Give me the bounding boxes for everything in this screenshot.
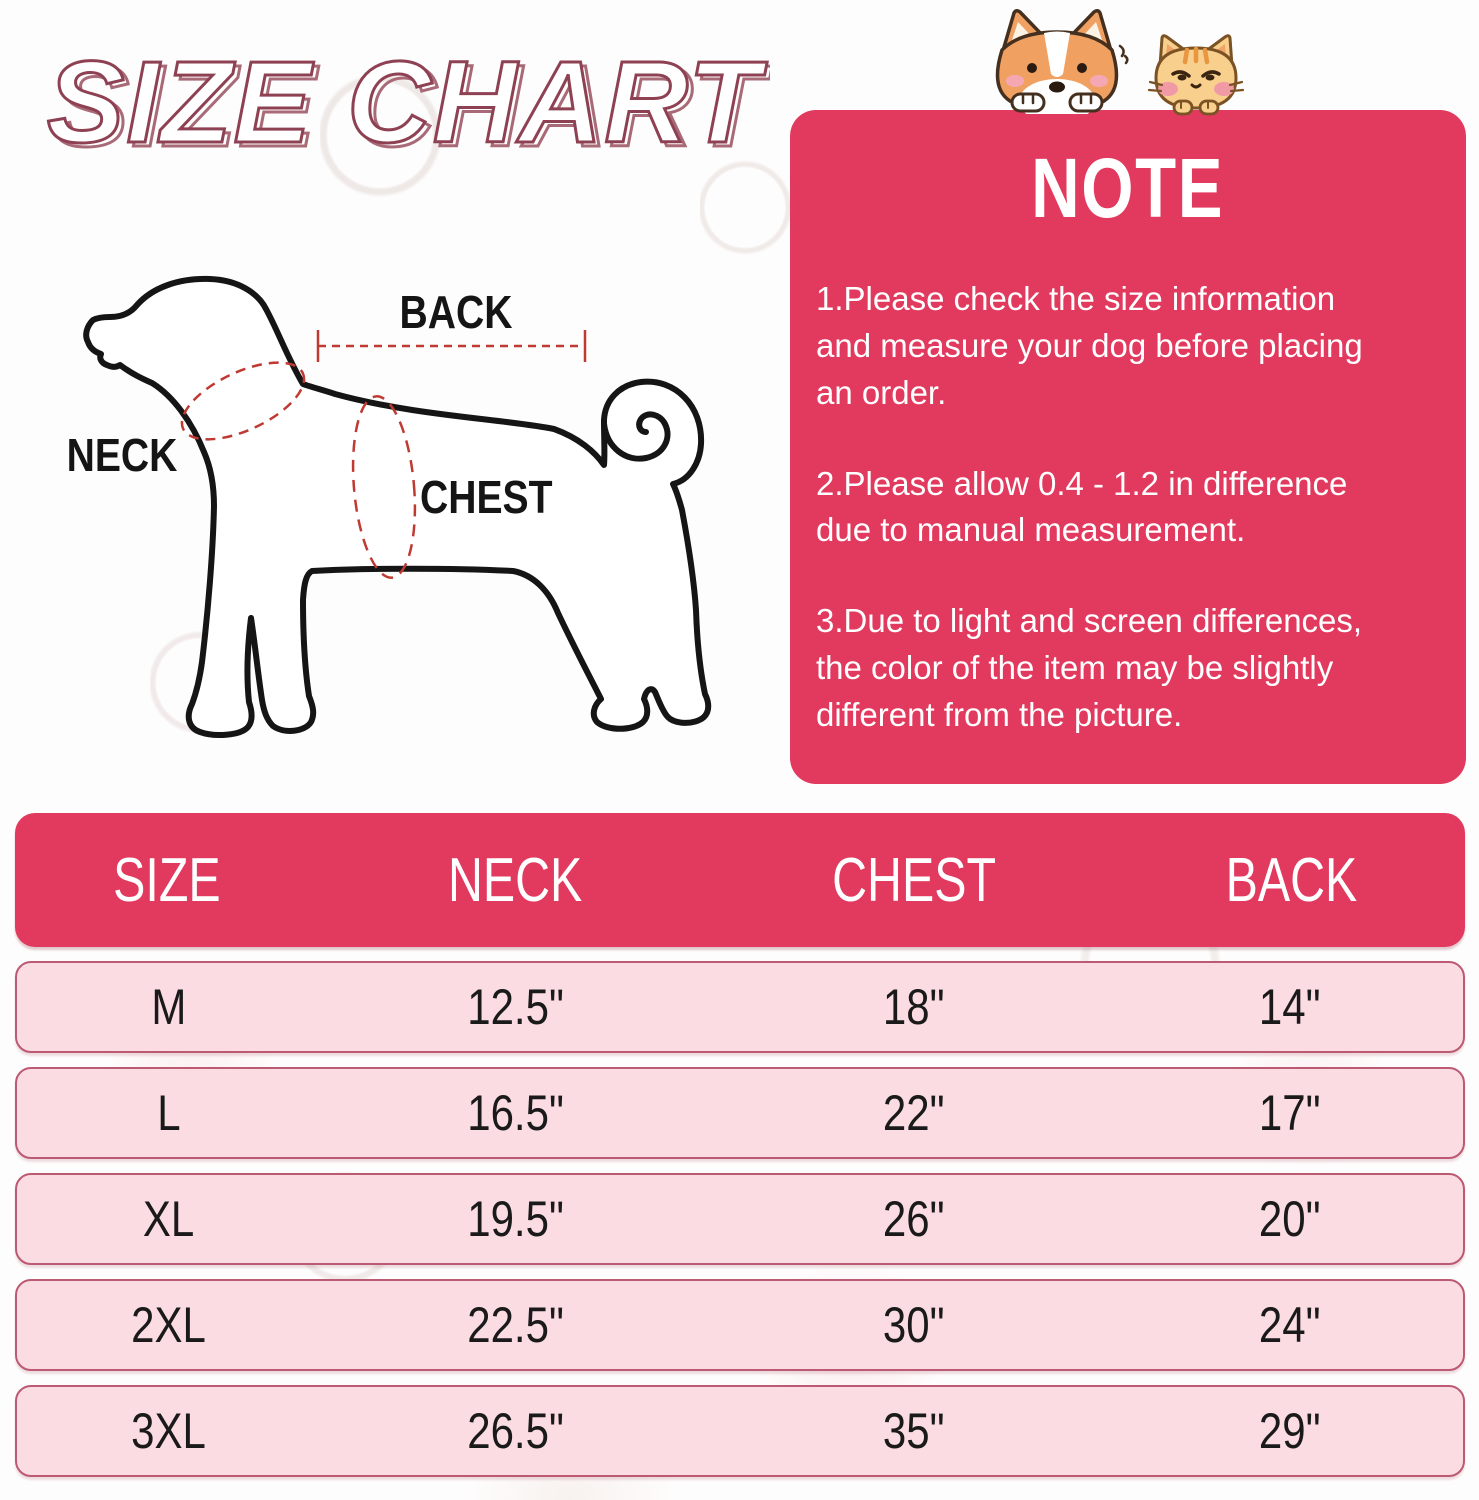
page-title-shadow: SIZE CHART [52, 41, 770, 170]
note-item-1: 1.Please check the size information and … [816, 280, 1363, 411]
cell-neck: 12.5" [467, 979, 565, 1035]
note-item-2: 2.Please allow 0.4 - 1.2 in difference d… [816, 464, 1348, 549]
note-card: NOTE 1.Please check the size information… [790, 110, 1466, 784]
cell-chest: 35" [882, 1403, 945, 1459]
dog-measurement-diagram: BACK NECK CHEST [67, 275, 712, 738]
cell-back: 24" [1258, 1297, 1321, 1353]
cell-chest: 30" [882, 1297, 945, 1353]
cell-neck: 22.5" [467, 1297, 565, 1353]
dog-tail-curl [601, 411, 671, 462]
cell-size: XL [143, 1191, 195, 1247]
table-header-row: SIZE NECK CHEST BACK [15, 813, 1465, 947]
neck-label: NECK [67, 430, 178, 482]
table-row-2xl: 2XL 22.5" 30" 24" [15, 1279, 1465, 1371]
column-header-size: SIZE [113, 845, 221, 915]
cell-size: 2XL [131, 1297, 207, 1353]
cell-neck: 26.5" [467, 1403, 565, 1459]
cell-neck: 19.5" [467, 1191, 565, 1247]
size-table: SIZE NECK CHEST BACK M 12.5" 18" 14" L 1… [15, 813, 1465, 1477]
corgi-icon [995, 8, 1129, 114]
note-item-3: 3.Due to light and screen differences, t… [816, 602, 1363, 734]
cat-icon [1147, 34, 1245, 116]
cell-size: L [157, 1085, 181, 1141]
cell-back: 17" [1258, 1085, 1321, 1141]
page-title: SIZE CHART SIZE CHART [46, 36, 770, 170]
table-row-3xl: 3XL 26.5" 35" 29" [15, 1385, 1465, 1477]
cell-chest: 26" [882, 1191, 945, 1247]
chest-measure-ellipse [351, 395, 417, 579]
cell-neck: 16.5" [467, 1085, 565, 1141]
table-row-m: M 12.5" 18" 14" [15, 961, 1465, 1053]
column-header-back: BACK [1225, 845, 1357, 915]
cell-back: 20" [1258, 1191, 1321, 1247]
cell-chest: 22" [882, 1085, 945, 1141]
column-header-chest: CHEST [832, 845, 996, 915]
cell-chest: 18" [882, 979, 945, 1035]
back-label: BACK [400, 287, 513, 339]
page-title-text: SIZE CHART [47, 37, 768, 167]
dog-outline [83, 275, 712, 738]
cell-size: 3XL [131, 1403, 207, 1459]
cell-size: M [151, 979, 187, 1035]
column-header-neck: NECK [448, 845, 583, 915]
neck-measure-ellipse [180, 361, 306, 441]
cell-back: 14" [1258, 979, 1321, 1035]
table-row-xl: XL 19.5" 26" 20" [15, 1173, 1465, 1265]
cell-back: 29" [1258, 1403, 1321, 1459]
note-heading: NOTE [1031, 141, 1225, 235]
table-row-l: L 16.5" 22" 17" [15, 1067, 1465, 1159]
chest-label: CHEST [420, 472, 552, 524]
